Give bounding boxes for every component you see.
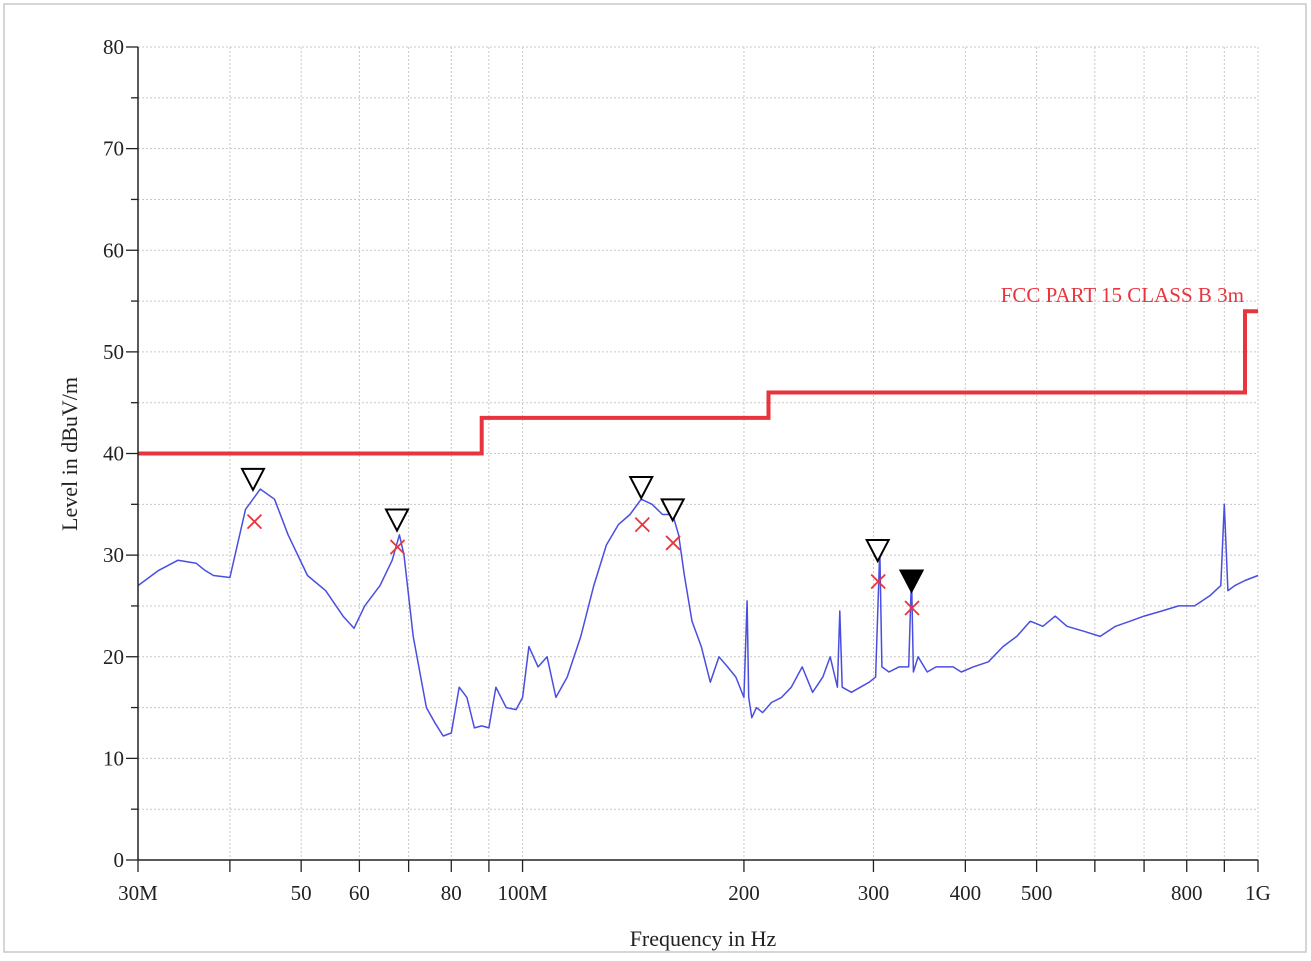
quasi-peak-cross-marker <box>904 600 920 616</box>
y-tick-label: 60 <box>103 238 124 262</box>
x-tick-label: 50 <box>291 881 312 905</box>
peak-triangle-marker <box>660 498 686 523</box>
quasi-peak-cross-marker <box>389 539 406 555</box>
x-tick-label: 100M <box>497 881 548 905</box>
y-tick-label: 20 <box>103 645 124 669</box>
chart-border <box>3 3 1307 953</box>
y-tick-label: 50 <box>103 340 124 364</box>
y-tick-label: 70 <box>103 137 124 161</box>
y-tick-label: 30 <box>103 543 124 567</box>
marker-group <box>240 467 925 616</box>
peak-triangle-marker <box>865 539 891 564</box>
x-tick-label: 200 <box>728 881 760 905</box>
x-tick-label: 300 <box>858 881 890 905</box>
quasi-peak-cross-marker <box>665 535 681 551</box>
y-tick-label: 10 <box>103 746 124 770</box>
x-tick-label: 800 <box>1171 881 1203 905</box>
chart-grid <box>137 46 1259 861</box>
limit-line-label: FCC PART 15 CLASS B 3m <box>1001 283 1244 307</box>
limit-line-group <box>138 309 1258 456</box>
quasi-peak-cross-marker <box>870 573 886 590</box>
x-tick-label: 1G <box>1245 881 1271 905</box>
limit-line <box>138 309 1258 456</box>
x-tick-label: 30M <box>118 881 158 905</box>
measurement-trace <box>137 488 1259 737</box>
y-axis-title: Level in dBuV/m <box>57 377 82 531</box>
y-tick-label: 0 <box>114 848 125 872</box>
quasi-peak-cross-marker <box>246 513 263 530</box>
trace-group <box>137 488 1259 737</box>
x-tick-label: 500 <box>1021 881 1053 905</box>
x-axis-title: Frequency in Hz <box>630 926 777 951</box>
peak-triangle-marker <box>384 508 410 533</box>
x-tick-label: 60 <box>349 881 370 905</box>
quasi-peak-cross-marker <box>634 517 650 533</box>
peak-triangle-marker <box>898 569 925 594</box>
peak-triangle-marker <box>628 476 654 501</box>
y-tick-label: 80 <box>103 35 124 59</box>
x-tick-label: 80 <box>441 881 462 905</box>
axes-group: 30M 50 60 80 100M 200 300 400 500 800 1G 0 10 20 30 40 5… <box>103 35 1271 905</box>
peak-triangle-marker <box>240 467 266 493</box>
x-tick-label: 400 <box>950 881 982 905</box>
y-tick-label: 40 <box>103 442 124 466</box>
